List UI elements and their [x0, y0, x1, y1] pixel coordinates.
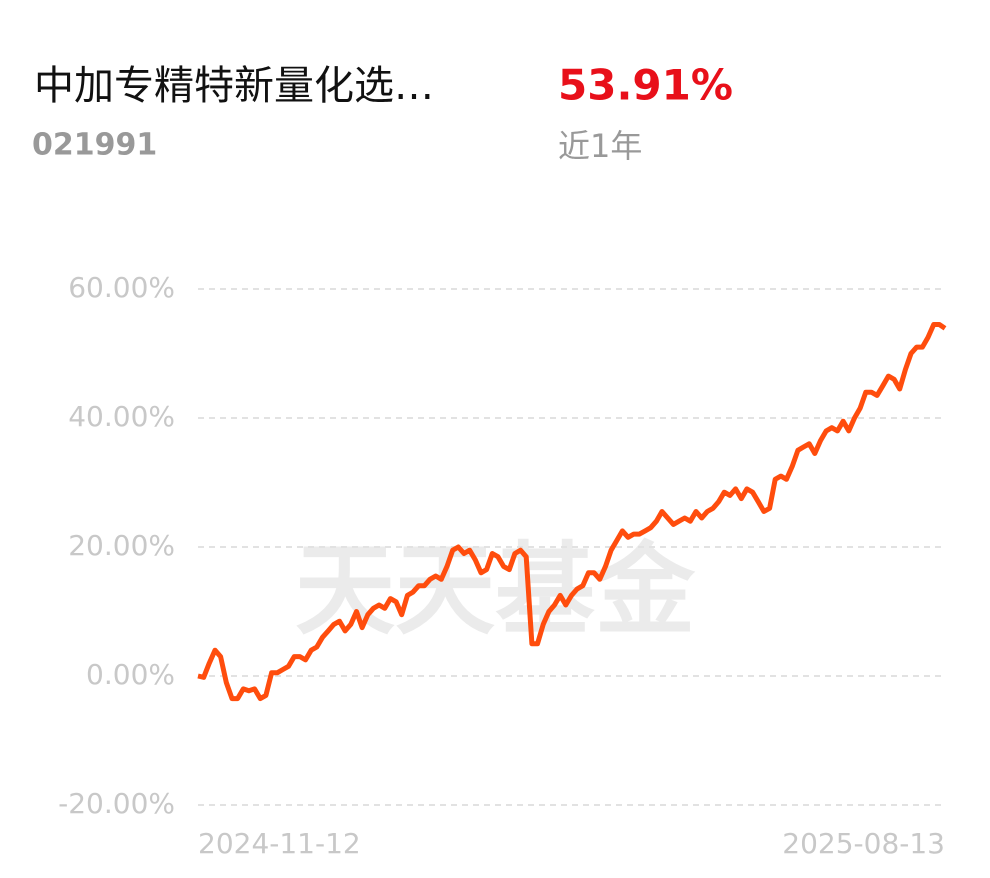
x-tick-label: 2025-08-13	[782, 827, 945, 860]
y-tick-label: -20.00%	[58, 787, 175, 820]
fund-code: 021991	[32, 128, 157, 163]
fund-name: 中加专精特新量化选…	[34, 63, 434, 109]
watermark: 天天基金	[295, 531, 696, 648]
y-tick-label: 40.00%	[68, 400, 175, 433]
y-tick-label: 20.00%	[68, 529, 175, 562]
period: 近1年	[558, 127, 642, 165]
line-series	[197, 322, 947, 702]
x-tick-label: 2024-11-12	[198, 827, 361, 860]
y-tick-label: 0.00%	[86, 658, 175, 691]
fund-return: 53.91%	[558, 61, 733, 110]
y-tick-label: 60.00%	[68, 271, 175, 304]
